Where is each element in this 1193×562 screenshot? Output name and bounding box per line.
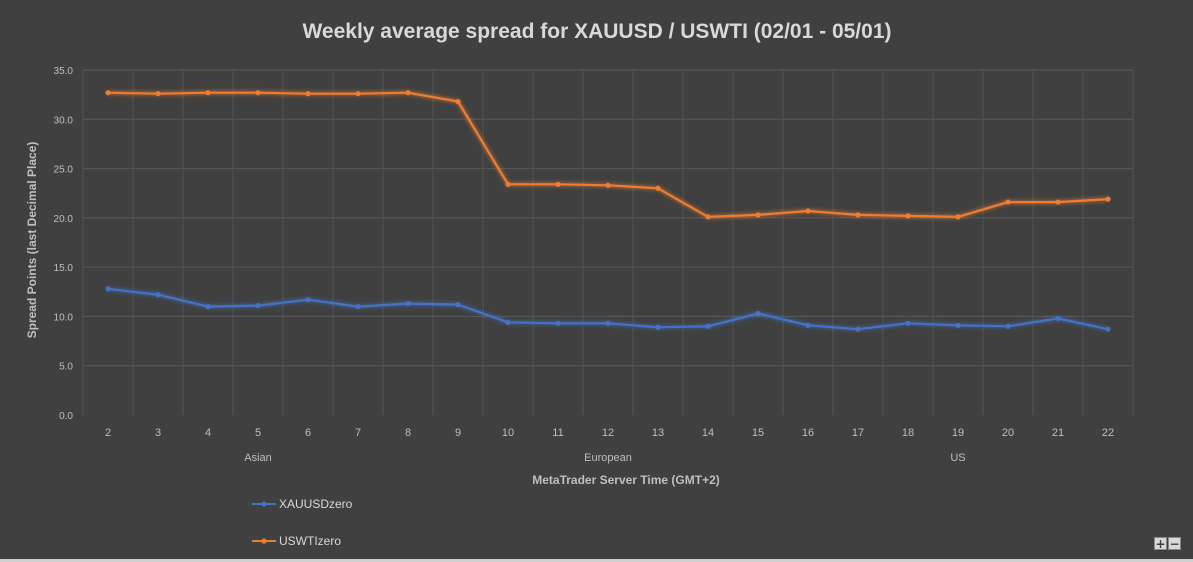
x-tick-label: 12: [602, 427, 614, 439]
x-tick-label: 18: [902, 427, 914, 439]
x-tick-label: 8: [405, 427, 411, 439]
data-point: [305, 91, 311, 97]
data-point: [105, 286, 111, 292]
x-tick-label: 11: [552, 427, 563, 439]
x-tick-label: 17: [852, 427, 864, 439]
data-point: [355, 303, 361, 310]
x-tick-label: 20: [1002, 427, 1014, 439]
data-point: [805, 322, 811, 328]
data-point: [855, 326, 861, 332]
y-tick-label: 0.0: [59, 411, 73, 422]
data-point: [905, 320, 911, 326]
data-point: [205, 303, 211, 310]
x-tick-label: 6: [305, 427, 311, 439]
data-point: [1055, 315, 1061, 321]
data-point: [355, 91, 361, 97]
data-point: [155, 292, 161, 298]
data-point: [555, 320, 561, 326]
y-tick-label: 20.0: [54, 214, 74, 225]
window-frame-edge: [0, 559, 1193, 562]
data-point: [405, 301, 411, 307]
data-point: [205, 90, 211, 96]
data-point: [1105, 326, 1111, 332]
x-tick-label: 19: [952, 427, 964, 439]
y-tick-label: 30.0: [54, 115, 74, 126]
x-tick-label: 9: [455, 427, 461, 439]
data-point: [955, 322, 961, 328]
y-tick-label: 10.0: [54, 312, 74, 323]
data-point: [905, 213, 911, 219]
data-point: [555, 181, 561, 187]
x-tick-label: 5: [255, 427, 261, 439]
x-tick-label: 4: [205, 427, 211, 439]
data-point: [155, 91, 161, 97]
y-tick-label: 5.0: [59, 362, 73, 373]
session-label: European: [584, 452, 632, 464]
x-tick-label: 7: [355, 427, 361, 439]
data-point: [455, 98, 461, 105]
legend-marker: [261, 501, 267, 507]
series-line: [107, 91, 1109, 218]
x-tick-label: 2: [105, 427, 111, 439]
data-point: [755, 310, 761, 317]
data-point: [105, 90, 111, 96]
data-point: [1005, 323, 1011, 329]
legend-label: XAUUSDzero: [279, 497, 353, 511]
data-point: [705, 323, 711, 329]
x-tick-label: 13: [652, 427, 664, 439]
data-point: [255, 302, 261, 309]
data-point: [655, 185, 661, 191]
y-tick-label: 15.0: [54, 263, 74, 274]
chart-title: Weekly average spread for XAUUSD / USWTI…: [302, 20, 891, 43]
data-point: [405, 90, 411, 96]
legend-marker: [261, 538, 267, 544]
legend-label: USWTIzero: [279, 534, 341, 548]
x-tick-label: 3: [155, 427, 161, 439]
session-label: US: [950, 452, 965, 464]
x-tick-label: 10: [502, 427, 514, 439]
data-point: [855, 212, 861, 218]
session-label: Asian: [244, 452, 272, 464]
data-point: [505, 181, 511, 187]
x-tick-label: 15: [752, 427, 764, 439]
y-tick-label: 35.0: [54, 66, 74, 77]
data-point: [805, 208, 811, 214]
data-point: [1005, 199, 1011, 205]
data-point: [605, 182, 611, 188]
data-point: [1105, 196, 1111, 202]
x-tick-label: 22: [1102, 427, 1114, 439]
data-point: [255, 90, 261, 96]
data-point: [605, 320, 611, 326]
x-tick-label: 16: [802, 427, 814, 439]
data-point: [1055, 199, 1061, 205]
zoom-out-button[interactable]: −: [1168, 537, 1181, 551]
data-point: [955, 214, 961, 220]
data-point: [505, 319, 511, 325]
y-axis-label: Spread Points (last Decimal Place): [25, 142, 39, 339]
x-axis-label: MetaTrader Server Time (GMT+2): [532, 473, 720, 487]
data-point: [655, 324, 661, 330]
x-tick-label: 14: [702, 427, 714, 439]
data-point: [455, 302, 461, 308]
data-point: [705, 214, 711, 220]
y-tick-label: 25.0: [54, 165, 74, 176]
data-point: [305, 297, 311, 303]
zoom-in-button[interactable]: +: [1154, 537, 1167, 551]
data-point: [755, 212, 761, 218]
x-tick-label: 21: [1052, 427, 1064, 439]
